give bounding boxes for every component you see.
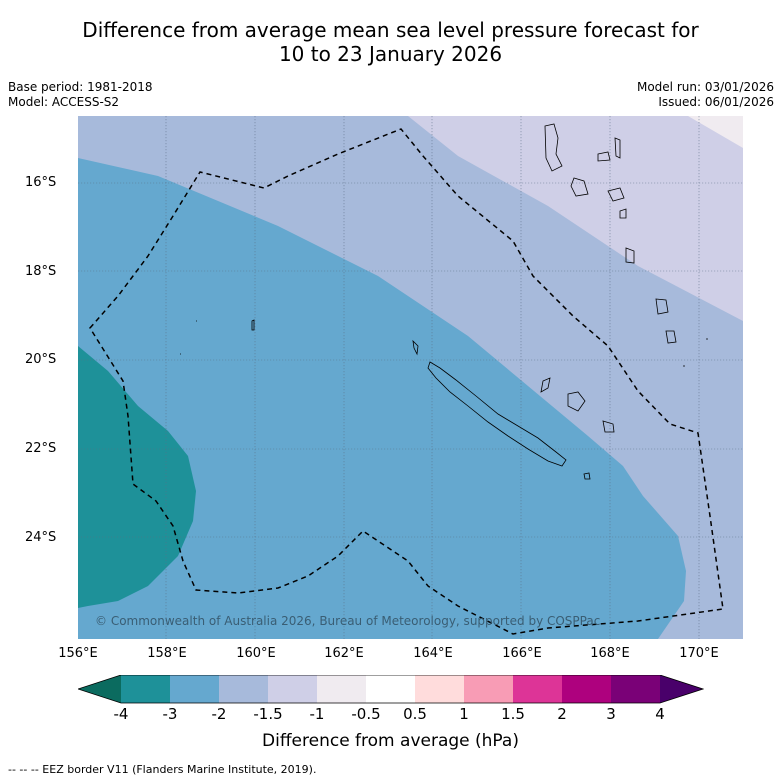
lat-label-24s: 24°S: [25, 530, 57, 545]
region-minus2-minus1p5: [78, 116, 743, 639]
cb-tick-3: -1.5: [253, 705, 283, 723]
base-period: Base period: 1981-2018: [8, 80, 153, 94]
map-area: [78, 116, 743, 639]
lon-label-156e: 156°E: [58, 646, 98, 661]
lat-label-16s: 16°S: [25, 175, 57, 190]
model-run: Model run: 03/01/2026: [636, 80, 774, 94]
cb-segment-9: [513, 675, 562, 703]
western-islet: [251, 319, 255, 331]
cb-tick-1: -3: [162, 705, 178, 723]
cb-segment-4: [268, 675, 317, 703]
cb-tick-10: 3: [606, 705, 616, 723]
cb-segment-3: [219, 675, 268, 703]
lon-label-162e: 162°E: [324, 646, 364, 661]
cb-tick-7: 1: [459, 705, 469, 723]
region-minus1-minus0p5: [688, 116, 743, 148]
colorbar: [76, 674, 705, 709]
loyalty-islands: [540, 377, 615, 433]
title-line-1: Difference from average mean sea level p…: [82, 18, 699, 42]
cb-tick-5: -0.5: [351, 705, 381, 723]
new-caledonia: [427, 361, 567, 467]
cb-segment-2: [170, 675, 219, 703]
cb-segment-7: [415, 675, 464, 703]
eez-legend-note: -- -- -- EEZ border V11 (Flanders Marine…: [8, 763, 317, 776]
cb-tick-4: -1: [309, 705, 325, 723]
meta-right: Model run: 03/01/2026 Issued: 06/01/2026: [637, 80, 774, 110]
cb-tick-9: 2: [557, 705, 567, 723]
cb-segment-11: [611, 675, 660, 703]
issued-date: Issued: 06/01/2026: [658, 95, 774, 109]
lon-label-160e: 160°E: [236, 646, 276, 661]
copyright-notice: © Commonwealth of Australia 2026, Bureau…: [95, 614, 601, 628]
eez-border: [89, 128, 724, 635]
region-minus1p5-minus1: [408, 116, 743, 321]
title-line-2: 10 to 23 January 2026: [278, 42, 503, 66]
cb-segment-8: [464, 675, 513, 703]
lat-label-22s: 22°S: [25, 441, 57, 456]
lat-label-18s: 18°S: [25, 264, 57, 279]
map-svg: [78, 116, 743, 639]
lat-label-20s: 20°S: [25, 352, 57, 367]
cb-tick-8: 1.5: [501, 705, 525, 723]
cb-tick-0: -4: [113, 705, 129, 723]
lon-label-168e: 168°E: [590, 646, 630, 661]
reef-dots: [180, 320, 708, 367]
meta-left: Base period: 1981-2018 Model: ACCESS-S2: [8, 80, 153, 110]
isle-of-pines: [583, 472, 591, 480]
lon-label-170e: 170°E: [679, 646, 719, 661]
islet: [412, 339, 419, 356]
region-minus4-minus3: [78, 346, 196, 608]
cb-tick-6: 0.5: [403, 705, 427, 723]
cb-segment-12: [660, 675, 703, 703]
lon-label-164e: 164°E: [413, 646, 453, 661]
lon-label-158e: 158°E: [147, 646, 187, 661]
colorbar-label: Difference from average (hPa): [262, 731, 519, 751]
cb-segment-5: [317, 675, 366, 703]
cb-outline: [76, 674, 705, 704]
vanuatu-islands: [544, 123, 677, 344]
cb-segment-0: [78, 675, 121, 703]
cb-segment-1: [121, 675, 170, 703]
colorbar-svg: [76, 674, 705, 704]
lon-label-166e: 166°E: [502, 646, 542, 661]
model-name: Model: ACCESS-S2: [8, 95, 120, 109]
graticule: [78, 116, 743, 639]
cb-tick-11: 4: [655, 705, 665, 723]
cb-segment-10: [562, 675, 611, 703]
cb-tick-2: -2: [211, 705, 227, 723]
cb-segment-6: [366, 675, 415, 703]
chart-title: Difference from average mean sea level p…: [0, 18, 781, 66]
